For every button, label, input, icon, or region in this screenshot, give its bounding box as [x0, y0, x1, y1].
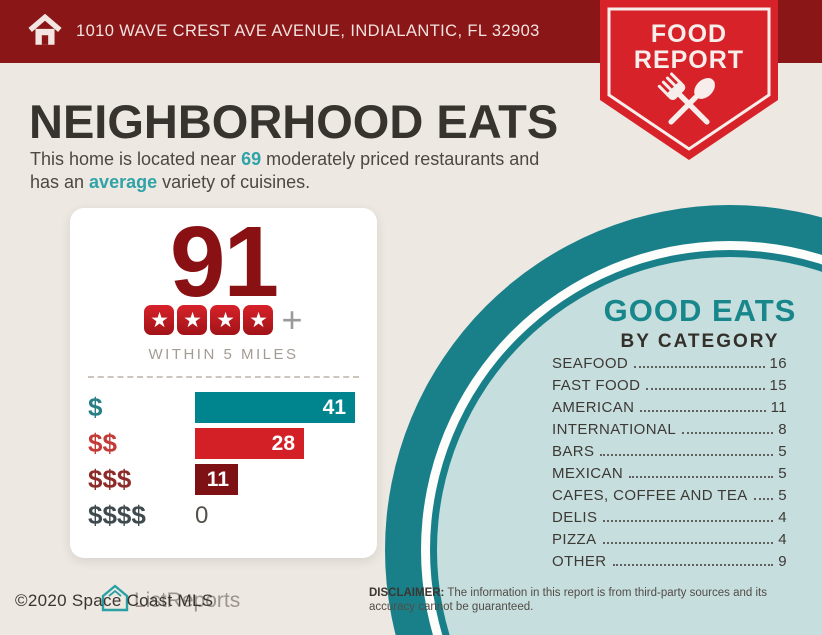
listreports-house-icon	[101, 584, 129, 612]
category-label: BARS	[552, 443, 595, 460]
page-subtitle: This home is located near 69 moderately …	[30, 148, 590, 194]
category-label: SEAFOOD	[552, 355, 629, 372]
variety-highlight: average	[89, 172, 158, 192]
chart-zero-value: 0	[195, 501, 209, 529]
plus-icon: +	[281, 299, 303, 340]
chart-row: $$$ 11	[88, 464, 365, 495]
dotted-leader	[612, 564, 774, 566]
badge-title-line1: FOOD	[650, 20, 728, 48]
disclaimer-text: DISCLAIMER: The information in this repo…	[369, 587, 767, 613]
category-label: MEXICAN	[552, 465, 624, 482]
within-miles-caption: WITHIN 5 MILES	[148, 346, 299, 363]
category-value: 8	[778, 421, 787, 438]
dotted-leader	[603, 520, 774, 522]
chart-row: $$ 28	[88, 428, 365, 459]
star-icon: ★	[210, 305, 241, 335]
good-eats-heading: GOOD EATS BY CATEGORY	[540, 293, 822, 353]
dotted-leader	[640, 410, 766, 412]
price-level-label: $	[88, 392, 103, 422]
subtitle-seg4: variety of cuisines.	[157, 172, 311, 192]
category-label: DELIS	[552, 509, 598, 526]
good-eats-category-list: SEAFOOD 16 FAST FOOD 15 AMERICAN 11 INTERNATIO…	[552, 355, 787, 575]
disclaimer-label: DISCLAIMER:	[369, 587, 445, 599]
star-icon: ★	[144, 305, 175, 335]
category-label: AMERICAN	[552, 399, 635, 416]
badge-ribbon-shape	[600, 0, 778, 160]
star-icon: ★	[243, 305, 274, 335]
good-eats-circle: GOOD EATS BY CATEGORY SEAFOOD 16 FAST FOOD…	[385, 205, 822, 635]
dotted-leader	[682, 432, 774, 434]
category-row: DELIS 4	[552, 509, 787, 531]
stars-row: ★ ★ ★ ★ +	[70, 299, 377, 340]
page-title: NEIGHBORHOOD EATS	[29, 95, 559, 148]
category-value: 5	[778, 465, 787, 482]
dotted-leader	[646, 388, 765, 390]
subtitle-seg1: This home is located near	[30, 149, 242, 169]
price-level-label: $$$	[88, 464, 132, 494]
category-row: BARS 5	[552, 443, 787, 465]
score-card: 91 ★ ★ ★ ★ + WITHIN 5 MILES $41 $$ 28 $$$ 11 $$$$…	[70, 208, 377, 558]
category-value: 5	[778, 443, 787, 460]
category-row: SEAFOOD 16	[552, 355, 787, 377]
dotted-leader	[600, 454, 774, 456]
category-row: INTERNATIONAL 8	[552, 421, 787, 443]
category-row: OTHER 9	[552, 553, 787, 575]
category-label: CAFES, COFFEE AND TEA	[552, 487, 748, 504]
category-value: 5	[778, 487, 787, 504]
restaurant-score: 91	[169, 206, 279, 318]
category-label: PIZZA	[552, 531, 597, 548]
category-row: MEXICAN 5	[552, 465, 787, 487]
badge-title-line2: REPORT	[633, 46, 745, 74]
restaurant-count: 69	[241, 149, 262, 169]
dotted-leader	[634, 366, 765, 368]
chart-bar: 28	[195, 428, 304, 459]
good-eats-subtitle: BY CATEGORY	[620, 331, 780, 352]
spoon-fork-icon	[657, 72, 715, 125]
good-eats-title: GOOD EATS	[603, 293, 797, 328]
category-value: 4	[778, 509, 787, 526]
category-value: 15	[769, 377, 787, 394]
chart-bar: 41	[195, 392, 355, 423]
category-value: 16	[769, 355, 787, 372]
category-row: CAFES, COFFEE AND TEA 5	[552, 487, 787, 509]
category-value: 4	[778, 531, 787, 548]
category-row: FAST FOOD 15	[552, 377, 787, 399]
category-row: PIZZA 4	[552, 531, 787, 553]
category-label: FAST FOOD	[552, 377, 641, 394]
category-value: 11	[770, 399, 787, 416]
home-icon	[28, 14, 62, 45]
dotted-leader	[753, 498, 774, 500]
mls-copyright-watermark: ©2020 Space Coast MLS	[15, 591, 214, 610]
dashed-divider	[88, 376, 359, 378]
chart-row: $$$$ 0	[88, 500, 365, 531]
dotted-leader	[629, 476, 774, 478]
category-row: AMERICAN 11	[552, 399, 787, 421]
chart-bar: 11	[195, 464, 238, 495]
property-address: 1010 WAVE CREST AVE AVENUE, INDIALANTIC,…	[76, 22, 540, 40]
category-label: OTHER	[552, 553, 607, 570]
price-level-label: $$$$	[88, 500, 146, 530]
category-value: 9	[778, 553, 787, 570]
price-level-label: $$	[88, 428, 117, 458]
food-report-badge: FOOD REPORT	[600, 0, 778, 166]
price-chart: $41 $$ 28 $$$ 11 $$$$ 0	[88, 392, 365, 536]
dotted-leader	[602, 542, 774, 544]
chart-row: $41	[88, 392, 365, 423]
subtitle-seg2: moderately priced restaurants and	[261, 149, 540, 169]
star-icon: ★	[177, 305, 208, 335]
listreports-logo-text: ListReports	[134, 589, 241, 612]
category-label: INTERNATIONAL	[552, 421, 677, 438]
subtitle-seg3: has an	[30, 172, 90, 192]
